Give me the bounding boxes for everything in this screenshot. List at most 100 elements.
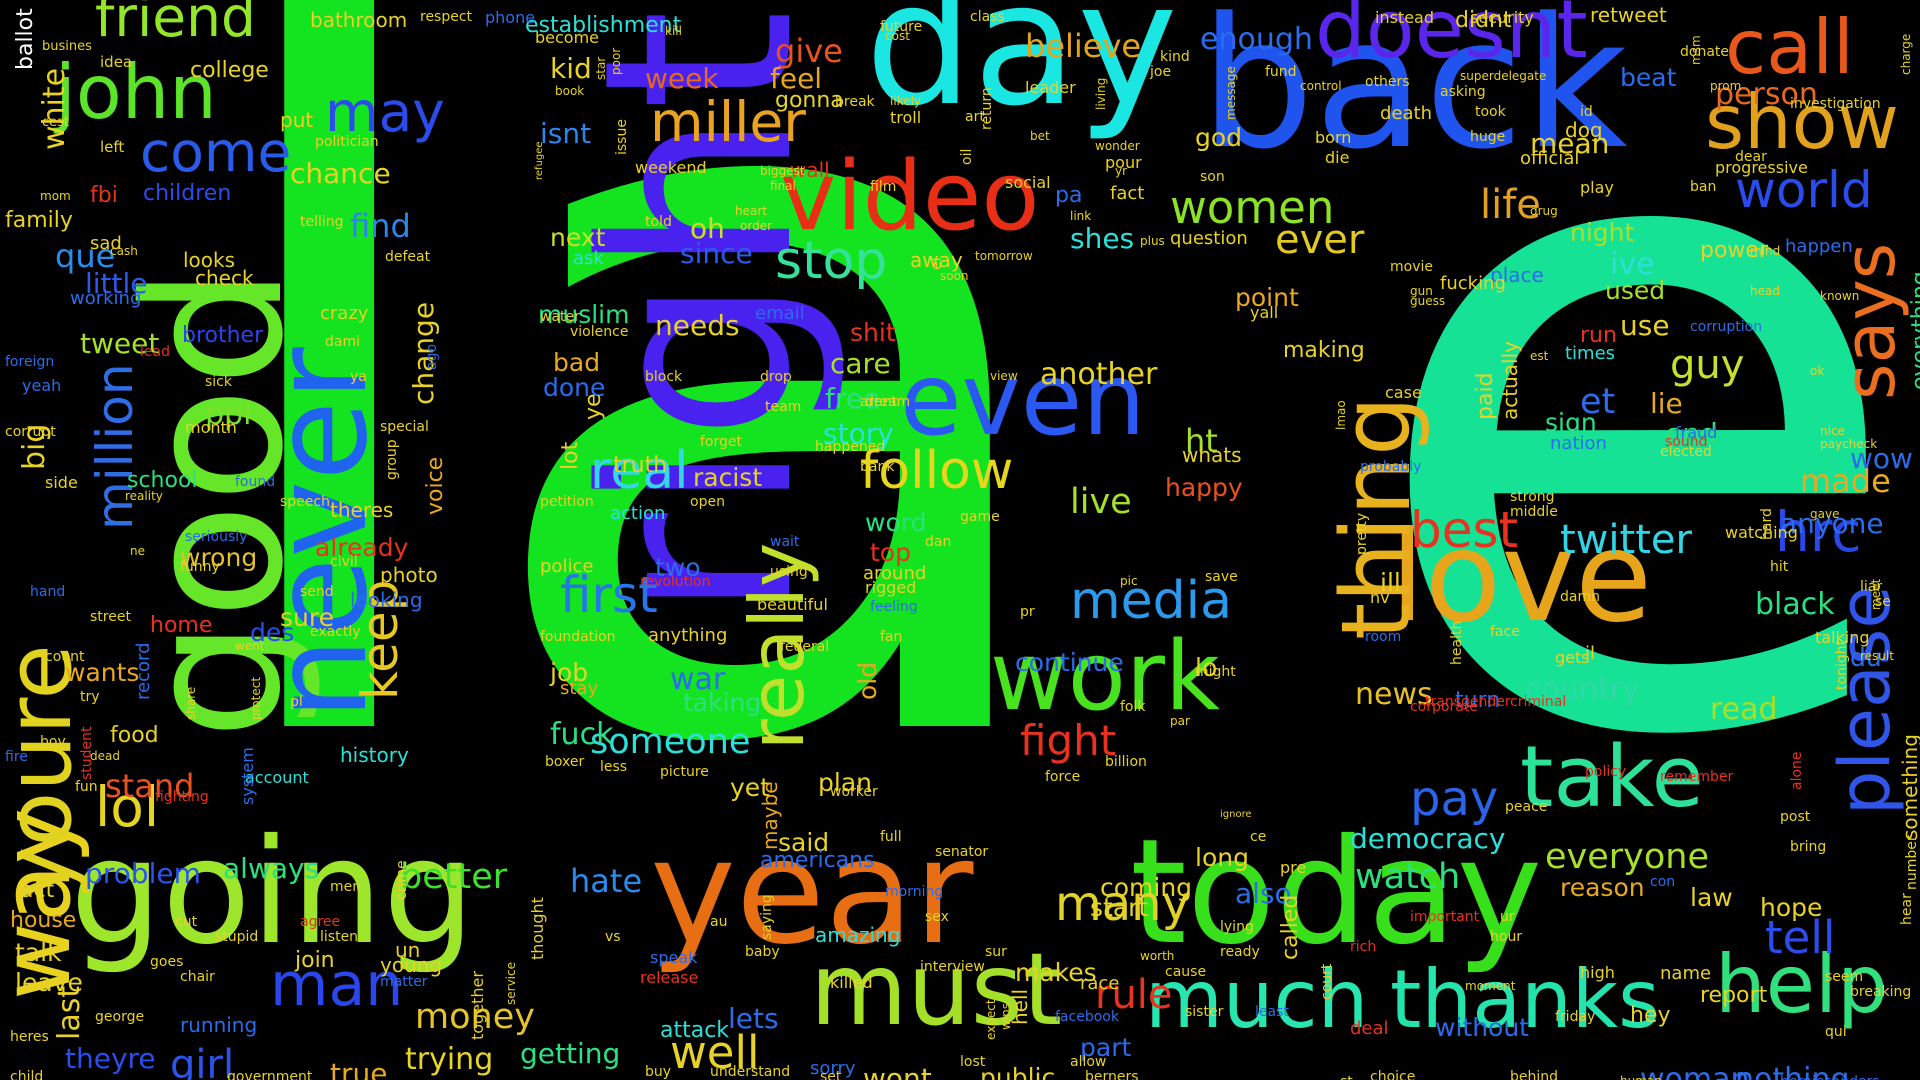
- word-news: news: [1355, 677, 1433, 712]
- word-retweet: retweet: [1590, 3, 1667, 27]
- word-movie: movie: [1390, 259, 1433, 275]
- word-ppl: ppl: [205, 397, 252, 432]
- word-remember: remember: [1660, 769, 1734, 785]
- word-continue: continue: [1015, 648, 1124, 677]
- word-dan: dan: [925, 534, 952, 550]
- word-post: post: [1780, 809, 1811, 825]
- word-going: going: [70, 808, 475, 977]
- word-ready: ready: [1220, 944, 1260, 960]
- word-sound: sound: [1665, 434, 1708, 450]
- word-weekend: weekend: [635, 158, 707, 177]
- word-attack: attack: [660, 1018, 730, 1043]
- word-idea: idea: [100, 53, 133, 71]
- word-vs: vs: [605, 929, 621, 945]
- word-fund: fund: [1265, 64, 1297, 80]
- word-senator: senator: [935, 844, 989, 860]
- word-hit: hit: [1770, 559, 1789, 575]
- word-find: find: [350, 207, 411, 245]
- word-take: take: [1520, 728, 1704, 827]
- word-talk: talk: [15, 938, 62, 967]
- word-moment: moment: [1465, 979, 1516, 993]
- word-protect: protect: [249, 676, 263, 720]
- word-hope: hope: [1760, 893, 1823, 922]
- word-times: times: [1565, 343, 1616, 364]
- word-block: block: [645, 369, 683, 385]
- word-defeat: defeat: [385, 249, 431, 265]
- word-live: live: [1070, 482, 1132, 522]
- word-since: since: [680, 237, 753, 270]
- word-john: john: [55, 48, 217, 136]
- word-school: school: [127, 468, 198, 493]
- word-yr: yr: [1115, 164, 1128, 178]
- word-went: went: [235, 639, 265, 653]
- word-fbi: fbi: [90, 183, 118, 208]
- word-everything: everything: [1908, 271, 1920, 390]
- word-face: face: [1490, 624, 1520, 640]
- word-racist: racist: [693, 463, 763, 492]
- word-muslim: muslim: [538, 300, 630, 329]
- word-biggest: biggest: [760, 164, 805, 178]
- word-yall: yall: [1250, 303, 1279, 322]
- word-team: team: [765, 399, 802, 415]
- word-elected: elected: [1660, 444, 1712, 460]
- word-busines: busines: [42, 39, 92, 54]
- word-wins: wins: [999, 1002, 1013, 1030]
- word-progressive: progressive: [1715, 158, 1808, 177]
- word-fuck: fuck: [550, 717, 614, 752]
- word-sister: sister: [1185, 1004, 1224, 1020]
- word-meet: meet: [1869, 578, 1883, 610]
- word-heres: heres: [10, 1029, 49, 1045]
- word-se: se: [1875, 594, 1891, 610]
- word-understand: understand: [710, 1064, 791, 1080]
- word-whats: whats: [1182, 443, 1242, 467]
- word-call: call: [1725, 3, 1854, 91]
- word-leader: leader: [1025, 78, 1076, 97]
- word-account: account: [245, 768, 309, 787]
- word-security: security: [1470, 8, 1534, 27]
- word-federal: federal: [780, 639, 830, 655]
- word-seem: seem: [1825, 969, 1864, 985]
- word-order: order: [740, 219, 772, 233]
- word-start: start: [1090, 893, 1149, 922]
- word-house: house: [10, 908, 77, 933]
- word-oh: oh: [690, 212, 725, 245]
- word-foundation: foundation: [540, 629, 616, 645]
- word-pr: pr: [1020, 604, 1035, 620]
- word-media: media: [1070, 571, 1232, 631]
- word-fighting: fighting: [155, 789, 209, 805]
- word-water: water: [540, 309, 580, 325]
- word-done: done: [543, 373, 606, 402]
- word-true: true: [330, 1057, 388, 1080]
- word-pre: pre: [1280, 858, 1307, 877]
- word-word: word: [865, 508, 927, 537]
- word-photo: photo: [380, 563, 438, 587]
- word-tweet: tweet: [80, 327, 160, 360]
- word-mean: mean: [1530, 127, 1610, 160]
- word-beautiful: beautiful: [757, 595, 828, 614]
- word-stand: stand: [105, 767, 195, 805]
- word-wonder: wonder: [1095, 139, 1140, 153]
- word-transgender: transgender: [1425, 694, 1511, 710]
- word-took: took: [1475, 104, 1506, 120]
- word-ban: ban: [1690, 179, 1717, 195]
- word-pic: pic: [1120, 574, 1138, 588]
- word-rigged: rigged: [865, 578, 917, 597]
- word-god: god: [1195, 123, 1243, 152]
- word-chance: chance: [290, 157, 391, 190]
- word-thought: thought: [528, 897, 547, 960]
- word-et: et: [1580, 382, 1616, 422]
- word-hard: hard: [1759, 508, 1775, 540]
- word-killed: killed: [830, 973, 873, 992]
- word-fan: fan: [880, 629, 903, 645]
- word-drop: drop: [760, 369, 792, 385]
- word-ce: ce: [1250, 829, 1267, 845]
- word-hand: hand: [30, 584, 66, 600]
- word-issue: issue: [614, 119, 630, 155]
- word-goes: goes: [150, 954, 184, 970]
- word-future: future: [880, 19, 923, 35]
- word-read: read: [1710, 692, 1778, 727]
- word-phone: phone: [485, 8, 536, 27]
- word-use: use: [1620, 309, 1670, 342]
- word-made: made: [1800, 462, 1891, 500]
- word-chair: chair: [180, 969, 215, 985]
